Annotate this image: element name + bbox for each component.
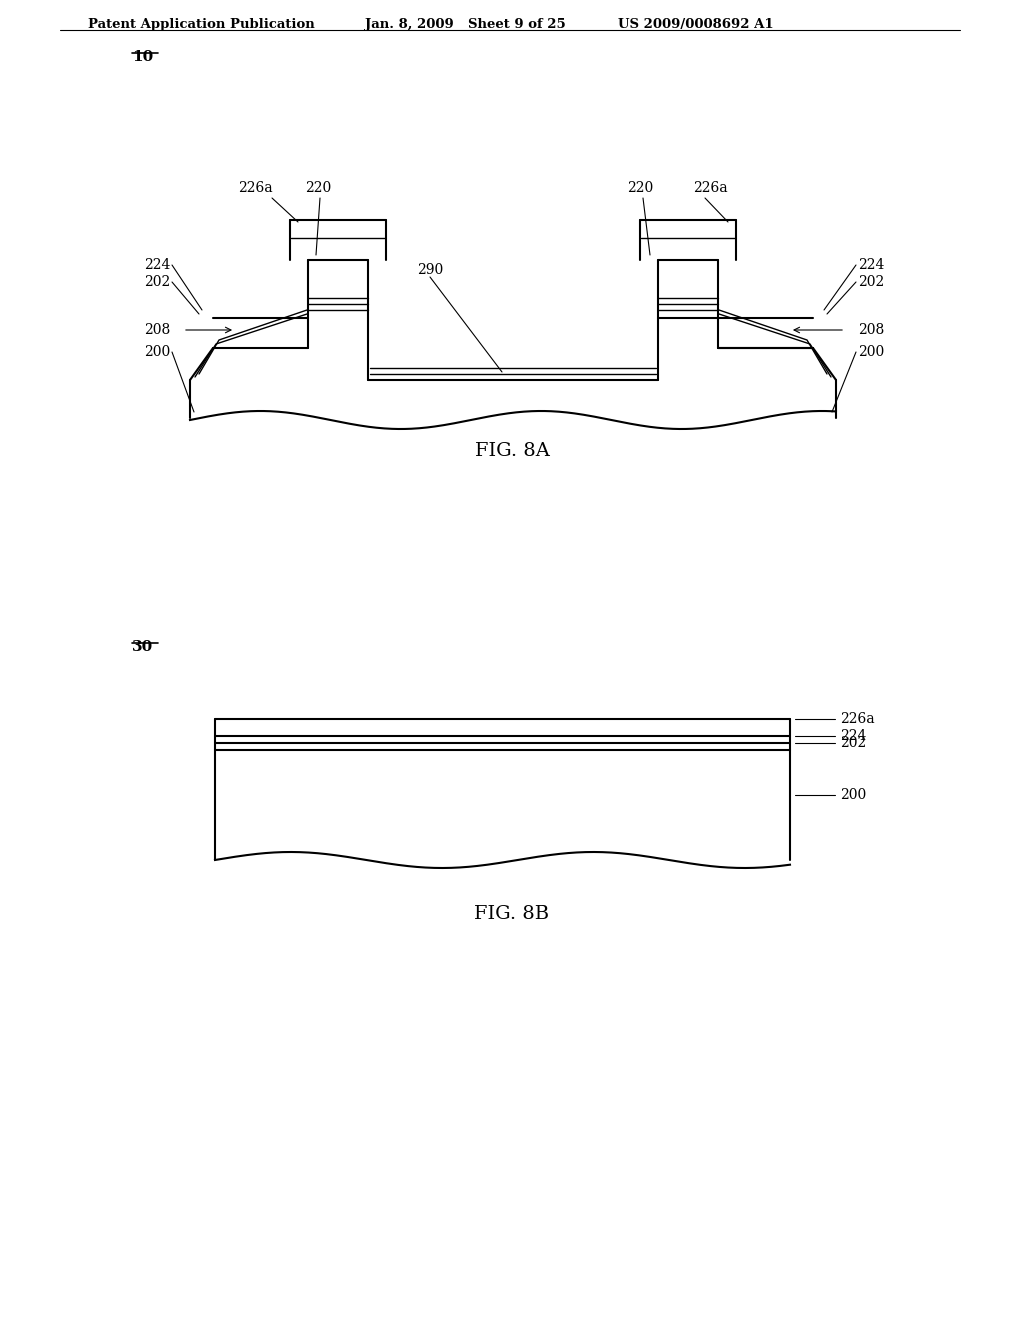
Text: Jan. 8, 2009: Jan. 8, 2009 [365, 18, 454, 30]
Text: US 2009/0008692 A1: US 2009/0008692 A1 [618, 18, 773, 30]
Text: 208: 208 [143, 323, 170, 337]
Text: 220: 220 [627, 181, 653, 195]
Text: 10: 10 [132, 50, 154, 63]
Text: 200: 200 [840, 788, 866, 803]
Text: 202: 202 [143, 275, 170, 289]
Text: 226a: 226a [840, 711, 874, 726]
Text: 224: 224 [840, 729, 866, 743]
Text: Sheet 9 of 25: Sheet 9 of 25 [468, 18, 565, 30]
Text: FIG. 8B: FIG. 8B [474, 906, 550, 923]
Text: 208: 208 [858, 323, 885, 337]
Text: 202: 202 [840, 737, 866, 750]
Text: Patent Application Publication: Patent Application Publication [88, 18, 314, 30]
Text: 224: 224 [143, 257, 170, 272]
Text: 226a: 226a [692, 181, 727, 195]
Text: 290: 290 [417, 263, 443, 277]
Text: 224: 224 [858, 257, 885, 272]
Text: 200: 200 [143, 345, 170, 359]
Text: 220: 220 [305, 181, 331, 195]
Text: 30: 30 [132, 640, 154, 653]
Text: FIG. 8A: FIG. 8A [474, 442, 550, 459]
Text: 226a: 226a [238, 181, 272, 195]
Text: 200: 200 [858, 345, 885, 359]
Text: 202: 202 [858, 275, 885, 289]
